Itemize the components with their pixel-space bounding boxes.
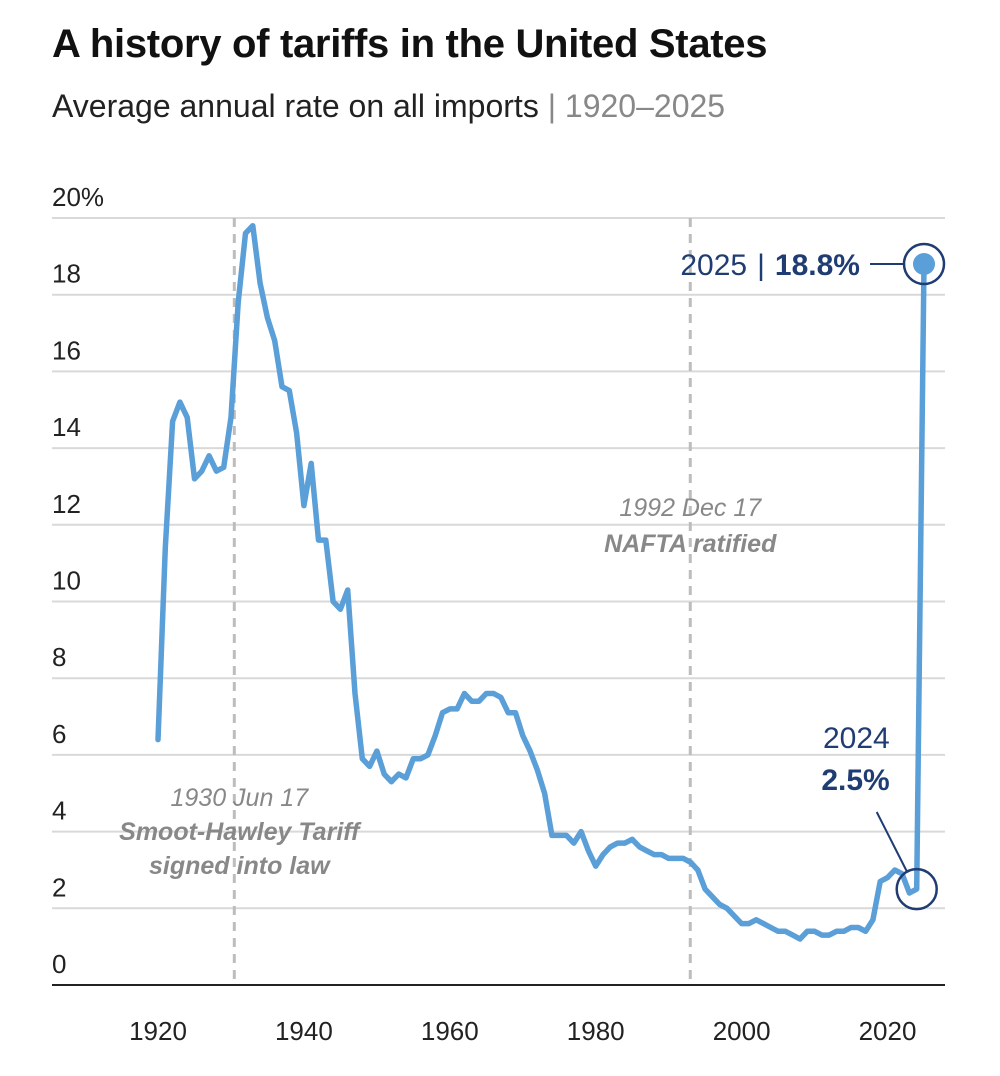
- callout-2025-value: 18.8%: [775, 249, 860, 282]
- y-tick-label-2: 2: [52, 872, 66, 902]
- callout-2024: 2024 2.5%: [821, 722, 938, 911]
- tariff-rate-line: [155, 222, 927, 942]
- callout-2025-year: 2025: [680, 249, 747, 282]
- callout-2024-year: 2024: [823, 722, 890, 755]
- nafta-date: 1992 Dec 17: [619, 494, 762, 522]
- smoot-hawley-event-line-2: signed into law: [149, 852, 331, 880]
- subtitle-separator: |: [547, 88, 557, 124]
- y-tick-label-10: 10: [52, 566, 81, 596]
- smoot-hawley-event-line-1: Smoot-Hawley Tariff: [119, 818, 362, 846]
- x-axis-labels: 1920 1940 1960 1980 2000 2020: [129, 1016, 916, 1046]
- y-tick-label-0: 0: [52, 949, 66, 979]
- y-tick-label-12: 12: [52, 489, 81, 519]
- y-tick-label-14: 14: [52, 412, 81, 442]
- callout-2025-label: 2025 | 18.8%: [680, 249, 860, 282]
- annotation-smoot-hawley: 1930 Jun 17 Smoot-Hawley Tariff signed i…: [119, 784, 362, 880]
- y-tick-label-16: 16: [52, 335, 81, 365]
- callout-2024-leader: [875, 811, 908, 872]
- x-tick-label-1960: 1960: [421, 1016, 479, 1046]
- annotation-nafta: 1992 Dec 17 NAFTA ratified: [604, 494, 777, 558]
- x-tick-label-1920: 1920: [129, 1016, 187, 1046]
- y-tick-label-6: 6: [52, 719, 66, 749]
- y-tick-label-8: 8: [52, 642, 66, 672]
- callout-2025-marker-dot: [913, 253, 935, 276]
- x-tick-label-1980: 1980: [567, 1016, 625, 1046]
- x-tick-label-2000: 2000: [713, 1016, 771, 1046]
- callout-2024-marker-ring: [895, 867, 938, 911]
- subtitle-main: Average annual rate on all imports: [52, 88, 539, 124]
- callout-2025: 2025 | 18.8%: [680, 242, 946, 286]
- smoot-hawley-date: 1930 Jun 17: [170, 784, 309, 812]
- callout-2024-value: 2.5%: [821, 764, 889, 797]
- x-tick-label-1940: 1940: [275, 1016, 333, 1046]
- chart-title: A history of tariffs in the United State…: [52, 22, 768, 66]
- chart-subtitle: Average annual rate on all imports | 192…: [52, 88, 725, 125]
- x-tick-label-2020: 2020: [859, 1016, 917, 1046]
- gridlines: [52, 217, 945, 910]
- callout-2025-marker-ring: [902, 242, 946, 286]
- y-tick-label-18: 18: [52, 259, 81, 289]
- nafta-event: NAFTA ratified: [604, 530, 777, 558]
- subtitle-range: 1920–2025: [564, 88, 726, 124]
- y-tick-label-20: 20%: [52, 182, 104, 212]
- y-axis-labels: 0 2 4 6 8 10 12 14 16 18 20%: [52, 182, 104, 979]
- y-tick-label-4: 4: [52, 796, 66, 826]
- callout-2025-separator: |: [757, 249, 765, 282]
